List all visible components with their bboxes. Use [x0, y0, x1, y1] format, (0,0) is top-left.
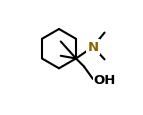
Text: N: N: [87, 41, 99, 54]
Text: OH: OH: [94, 73, 116, 86]
